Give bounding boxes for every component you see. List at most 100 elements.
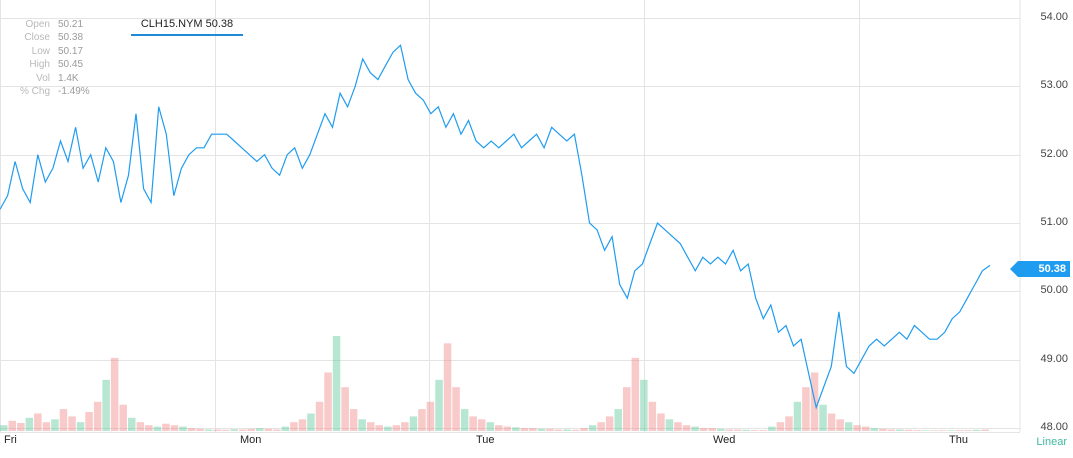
y-tick-label: 50.00 xyxy=(1040,284,1068,296)
ohlc-value: 1.4K xyxy=(58,72,79,84)
last-price-tag: 50.38 xyxy=(1010,261,1070,277)
volume-bar xyxy=(145,425,153,431)
volume-bar xyxy=(358,419,366,431)
volume-bar xyxy=(921,430,930,431)
volume-bar xyxy=(239,429,247,431)
volume-bar xyxy=(34,413,42,431)
volume-bar xyxy=(580,428,588,431)
volume-bar xyxy=(187,428,196,431)
volume-bar xyxy=(938,430,947,431)
ohlc-panel: Open 50.21 Close 50.38 Low 50.17 High 50.45 … xyxy=(6,18,90,98)
volume-bar xyxy=(947,430,955,431)
volume-bar xyxy=(503,426,511,431)
volume-bar xyxy=(392,425,401,431)
volume-bar xyxy=(85,412,93,431)
volume-bar xyxy=(324,372,332,431)
volume-bar xyxy=(793,401,802,431)
volume-bar xyxy=(716,428,725,431)
y-tick-label: 48.00 xyxy=(1040,421,1068,433)
volume-bar xyxy=(341,387,349,431)
volume-bar xyxy=(699,428,708,431)
volume-bar xyxy=(110,357,119,431)
volume-bar xyxy=(614,409,622,431)
volume-bar xyxy=(768,426,776,431)
volume-bar xyxy=(844,422,853,431)
volume-bar xyxy=(273,429,281,431)
volume-bars xyxy=(0,336,989,431)
x-tick-label: Fri xyxy=(4,434,17,446)
y-tick-label: 54.00 xyxy=(1040,11,1068,23)
volume-bar xyxy=(51,419,59,431)
volume-bar xyxy=(401,422,409,431)
ohlc-close: Close 50.38 xyxy=(6,31,90,44)
volume-bar xyxy=(102,379,110,431)
volume-bar xyxy=(0,425,8,431)
volume-bar xyxy=(631,357,640,431)
volume-bar xyxy=(964,430,972,431)
ohlc-low: Low 50.17 xyxy=(6,45,90,58)
volume-bar xyxy=(25,417,34,431)
ohlc-label: Vol xyxy=(36,72,50,84)
volume-bar xyxy=(640,379,648,431)
volume-bar xyxy=(495,425,503,431)
volume-bar xyxy=(375,425,383,431)
volume-bar xyxy=(247,428,255,431)
volume-bar xyxy=(17,423,25,431)
volume-bar xyxy=(776,422,785,431)
volume-bar xyxy=(93,401,102,431)
y-tick-label: 52.00 xyxy=(1040,148,1068,160)
volume-bar xyxy=(648,401,657,431)
volume-bar xyxy=(870,428,878,431)
volume-bar xyxy=(537,428,546,431)
volume-bar xyxy=(221,429,230,431)
volume-bar xyxy=(836,419,844,431)
volume-bar xyxy=(452,387,460,431)
volume-bar xyxy=(819,404,827,431)
ohlc-high: High 50.45 xyxy=(6,58,90,71)
volume-bar xyxy=(170,425,179,431)
volume-bar xyxy=(196,428,204,431)
volume-bar xyxy=(264,428,273,431)
volume-bar xyxy=(896,429,904,431)
volume-bar xyxy=(349,409,358,431)
volume-bar xyxy=(981,429,989,431)
volume-bar xyxy=(384,426,392,431)
x-tick-label: Thu xyxy=(949,434,968,446)
volume-bar xyxy=(605,416,614,431)
ticker-tab[interactable]: CLH15.NYM 50.38 xyxy=(131,14,243,36)
volume-bar xyxy=(42,422,51,431)
volume-bar xyxy=(529,428,537,431)
volume-bar xyxy=(59,409,68,431)
volume-bar xyxy=(315,401,324,431)
volume-bar xyxy=(785,416,793,431)
volume-bar xyxy=(623,387,631,431)
volume-bar xyxy=(665,419,674,431)
volume-bar xyxy=(674,422,682,431)
volume-bar xyxy=(725,429,733,431)
volume-bar xyxy=(76,422,85,431)
x-tick-label: Tue xyxy=(476,434,495,446)
y-tick-label: 49.00 xyxy=(1040,353,1068,365)
volume-bar xyxy=(972,429,981,431)
volume-bar xyxy=(136,422,145,431)
volume-bar xyxy=(930,430,938,431)
volume-bar xyxy=(691,426,699,431)
volume-bar xyxy=(879,428,887,431)
volume-bar xyxy=(213,429,221,431)
volume-bar xyxy=(913,430,921,431)
volume-bar xyxy=(477,419,486,431)
volume-bar xyxy=(426,401,435,431)
ohlc-vol: Vol 1.4K xyxy=(6,72,90,85)
volume-bar xyxy=(554,429,563,431)
linear-scale-toggle[interactable]: Linear xyxy=(1036,436,1067,448)
volume-bar xyxy=(307,413,315,431)
volume-bar xyxy=(862,426,870,431)
ohlc-label: High xyxy=(29,59,50,71)
volume-bar xyxy=(153,426,162,431)
volume-bar xyxy=(887,429,896,431)
volume-bar xyxy=(204,429,213,431)
volume-bar xyxy=(68,416,76,431)
ohlc-pct-change: % Chg -1.49% xyxy=(6,85,90,98)
volume-bar xyxy=(469,416,477,431)
